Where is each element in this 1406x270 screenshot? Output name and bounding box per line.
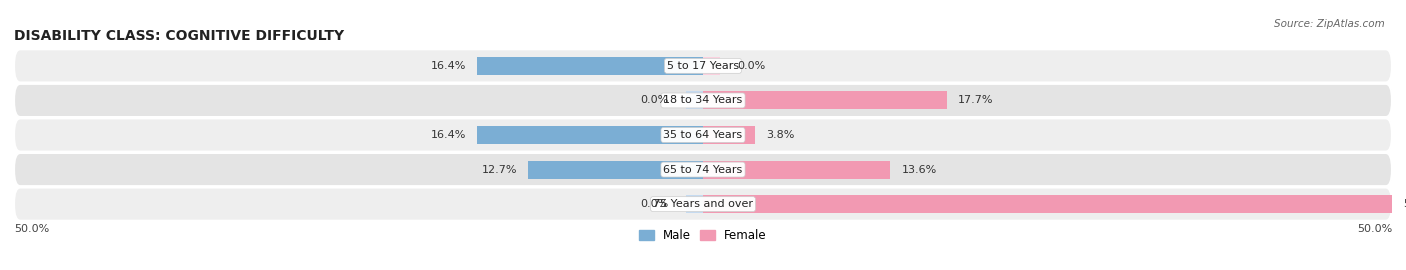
Text: 16.4%: 16.4% xyxy=(430,61,465,71)
Bar xyxy=(703,92,946,109)
Text: 5 to 17 Years: 5 to 17 Years xyxy=(666,61,740,71)
Bar xyxy=(686,92,703,109)
Text: DISABILITY CLASS: COGNITIVE DIFFICULTY: DISABILITY CLASS: COGNITIVE DIFFICULTY xyxy=(14,29,344,43)
Legend: Male, Female: Male, Female xyxy=(634,224,772,247)
FancyBboxPatch shape xyxy=(14,119,1392,151)
Text: 0.0%: 0.0% xyxy=(640,199,669,209)
Text: 17.7%: 17.7% xyxy=(957,95,994,106)
Text: 50.0%: 50.0% xyxy=(14,224,49,234)
Text: 50.0%: 50.0% xyxy=(1357,224,1392,234)
Bar xyxy=(477,126,703,144)
Bar xyxy=(529,161,703,178)
Text: Source: ZipAtlas.com: Source: ZipAtlas.com xyxy=(1274,19,1385,29)
Bar xyxy=(703,195,1392,213)
Text: 16.4%: 16.4% xyxy=(430,130,465,140)
Text: 12.7%: 12.7% xyxy=(481,164,517,175)
Text: 75 Years and over: 75 Years and over xyxy=(652,199,754,209)
Bar xyxy=(703,161,890,178)
Text: 0.0%: 0.0% xyxy=(738,61,766,71)
Text: 13.6%: 13.6% xyxy=(901,164,936,175)
FancyBboxPatch shape xyxy=(14,49,1392,82)
FancyBboxPatch shape xyxy=(14,153,1392,186)
Bar xyxy=(477,57,703,75)
Text: 18 to 34 Years: 18 to 34 Years xyxy=(664,95,742,106)
Bar xyxy=(686,195,703,213)
Bar xyxy=(703,57,720,75)
Text: 35 to 64 Years: 35 to 64 Years xyxy=(664,130,742,140)
Bar xyxy=(703,126,755,144)
Text: 50.0%: 50.0% xyxy=(1403,199,1406,209)
Text: 0.0%: 0.0% xyxy=(640,95,669,106)
Text: 3.8%: 3.8% xyxy=(766,130,794,140)
FancyBboxPatch shape xyxy=(14,84,1392,117)
Text: 65 to 74 Years: 65 to 74 Years xyxy=(664,164,742,175)
FancyBboxPatch shape xyxy=(14,188,1392,221)
